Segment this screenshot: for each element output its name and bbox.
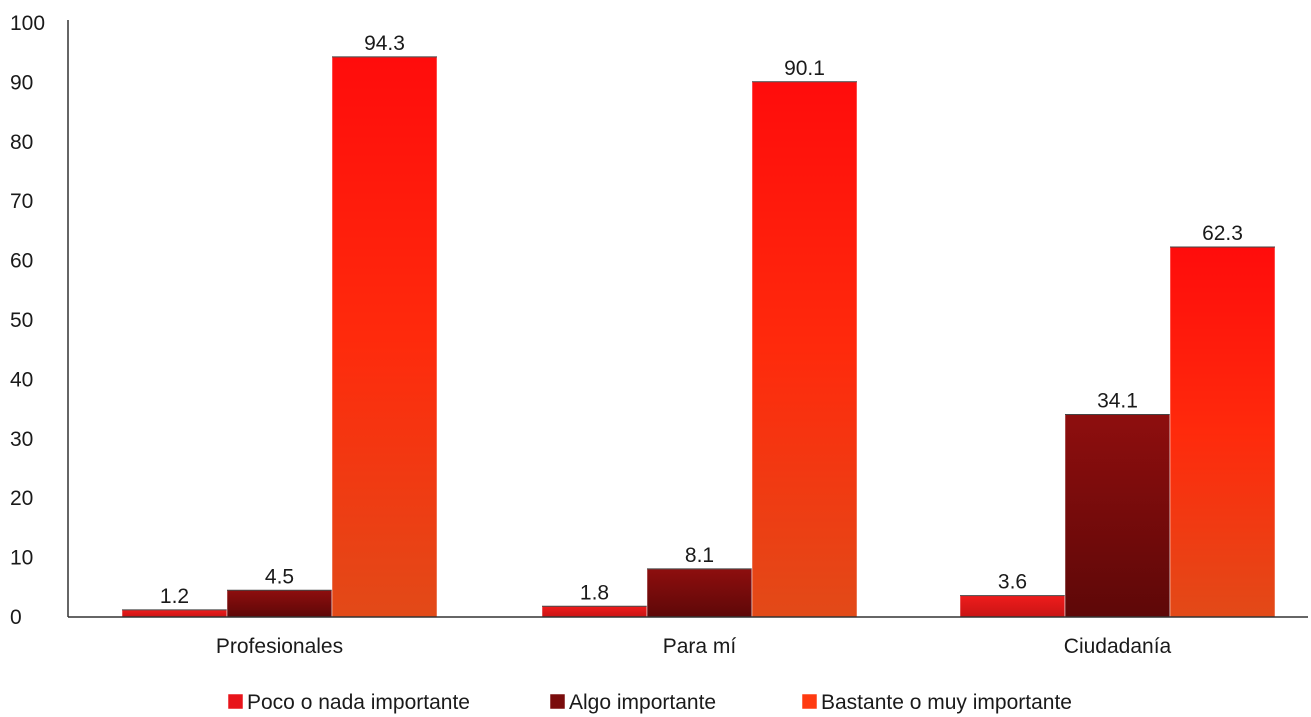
y-tick-label: 80 (10, 131, 33, 154)
legend-label: Bastante o muy importante (821, 691, 1072, 714)
y-tick-label: 10 (10, 547, 33, 570)
data-label: 1.2 (160, 585, 189, 608)
y-axis: 0 10 20 30 40 50 60 70 80 90 100 (10, 12, 69, 629)
data-label: 8.1 (685, 544, 714, 567)
data-label: 1.8 (580, 581, 609, 604)
bar-2-2 (646, 568, 753, 618)
y-tick-label: 0 (10, 606, 22, 629)
bar-1-3 (959, 595, 1066, 618)
data-labels: 1.2 4.5 94.3 1.8 8.1 90.1 3.6 34.1 62.3 (160, 32, 1243, 608)
bar-2-3 (1064, 414, 1171, 618)
legend-swatch (227, 693, 244, 710)
bar-2-1 (226, 590, 333, 618)
bars (121, 56, 1276, 618)
y-tick-label: 30 (10, 428, 33, 451)
y-tick-label: 20 (10, 487, 33, 510)
bar-1-2 (541, 606, 648, 618)
bar-1-1 (121, 609, 228, 618)
data-label: 4.5 (265, 565, 294, 588)
legend: Poco o nada importante Algo importante Bas… (227, 691, 1072, 714)
legend-swatch (801, 693, 818, 710)
legend-label: Poco o nada importante (247, 691, 470, 714)
data-label: 90.1 (784, 57, 825, 80)
legend-label: Algo importante (569, 691, 716, 714)
y-tick-label: 90 (10, 71, 33, 94)
x-category-label: Profesionales (216, 635, 343, 658)
bar-3-3 (1169, 246, 1276, 618)
y-tick-label: 70 (10, 190, 33, 213)
bar-3-2 (751, 81, 858, 618)
x-category-label: Para mí (663, 635, 737, 658)
data-label: 94.3 (364, 32, 405, 55)
x-category-label: Ciudadanía (1064, 635, 1172, 658)
x-axis: Profesionales Para mí Ciudadanía (68, 616, 1308, 658)
y-tick-label: 50 (10, 309, 33, 332)
data-label: 34.1 (1097, 389, 1138, 412)
y-tick-label: 100 (10, 12, 45, 35)
y-tick-label: 60 (10, 250, 33, 273)
data-label: 62.3 (1202, 222, 1243, 245)
y-tick-label: 40 (10, 368, 33, 391)
bar-3-1 (331, 56, 438, 618)
legend-swatch (549, 693, 566, 710)
data-label: 3.6 (998, 571, 1027, 594)
